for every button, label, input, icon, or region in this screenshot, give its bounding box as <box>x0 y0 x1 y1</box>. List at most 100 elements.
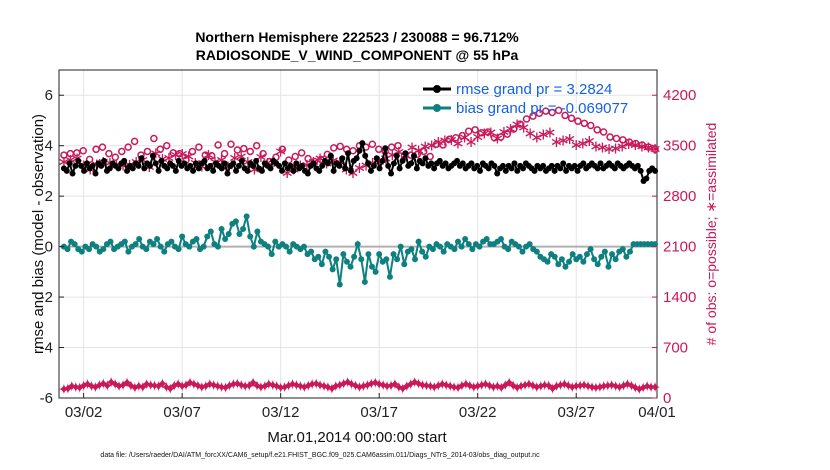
bias-point <box>250 243 257 250</box>
bias-point <box>136 236 143 243</box>
obs-count-point: ✦ <box>448 378 461 396</box>
rmse-point <box>138 155 145 162</box>
obs-possible-point <box>111 153 120 161</box>
obs-count-point: ✦ <box>337 375 350 393</box>
obs-possible-point <box>162 141 171 150</box>
bias-point <box>186 243 193 250</box>
left-tick-label: -2 <box>40 289 53 306</box>
bias-point <box>222 236 229 243</box>
rmse-point <box>419 160 426 167</box>
bias-point <box>300 243 307 250</box>
obs-count-point: ✦ <box>164 380 177 398</box>
bias-point <box>580 258 587 265</box>
bias-point <box>591 256 598 263</box>
obs-possible-point <box>304 154 312 163</box>
obs-count-point: ✦ <box>140 376 153 394</box>
bias-point <box>225 231 232 237</box>
rmse-point <box>390 160 397 167</box>
obs-assimilated-point: ∗ <box>405 138 418 157</box>
bias-point <box>412 256 419 263</box>
obs-possible-point <box>394 141 402 150</box>
rmse-point <box>221 160 228 167</box>
bias-point <box>390 251 397 258</box>
bias-point <box>365 251 372 258</box>
bias-point <box>601 248 608 255</box>
bias-point <box>372 268 379 275</box>
obs-count-point: ✦ <box>436 376 449 394</box>
rmse-point <box>557 165 564 172</box>
obs-count-point: ✦ <box>621 376 634 394</box>
right-tick-label: 0 <box>663 390 671 407</box>
rmse-point <box>345 150 352 157</box>
rmse-point <box>491 162 498 169</box>
rmse-point <box>370 162 377 169</box>
obs-possible-point <box>535 109 544 118</box>
rmse-point <box>164 165 171 172</box>
rmse-point <box>187 162 194 169</box>
obs-count-point: ✦ <box>534 378 547 396</box>
rmse-point <box>385 162 392 169</box>
obs-count-point: ✦ <box>637 379 650 397</box>
rmse-point <box>235 162 242 169</box>
rmse-point <box>634 162 641 169</box>
obs-count-point: ✦ <box>467 378 480 396</box>
obs-assimilated-point: ∗ <box>491 128 504 147</box>
rmse-point <box>474 162 481 169</box>
bias-point <box>340 251 347 258</box>
obs-count-point: ✦ <box>69 378 82 396</box>
rmse-point <box>422 155 429 162</box>
obs-possible-point <box>509 125 518 133</box>
obs-assimilated-point: ∗ <box>570 135 583 154</box>
bias-point <box>558 256 565 263</box>
obs-count-point: ✦ <box>381 378 394 396</box>
obs-count-point: ✦ <box>160 378 173 396</box>
rmse-point <box>436 157 443 164</box>
bias-point <box>175 246 182 253</box>
obs-count-point: ✦ <box>515 378 528 396</box>
obs-count-point: ✦ <box>452 379 465 397</box>
bias-point <box>326 253 333 260</box>
rmse-point <box>69 170 76 177</box>
obs-count-point: ✦ <box>416 376 429 394</box>
rmse-point <box>597 160 604 167</box>
obs-assimilated-point: ∗ <box>563 129 576 148</box>
left-axis-ticks: -6 -4 -2 0 2 4 6 <box>40 87 64 407</box>
bias-point <box>408 246 415 253</box>
rmse-point <box>81 167 88 174</box>
obs-count-point: ✦ <box>613 378 626 396</box>
obs-count-point: ✦ <box>444 378 457 396</box>
obs-assimilated-point: ∗ <box>57 152 70 171</box>
rmse-point <box>594 165 601 172</box>
rmse-point <box>520 165 527 172</box>
rmse-point <box>78 162 85 169</box>
obs-possible-point <box>638 141 646 149</box>
bias-point <box>204 233 211 240</box>
obs-count-point: ✦ <box>412 375 425 393</box>
rmse-point <box>287 162 294 169</box>
obs-count-point: ✦ <box>385 377 398 395</box>
rmse-point <box>494 170 501 177</box>
bias-point <box>437 243 444 250</box>
obs-assimilated-point: ∗ <box>530 128 543 147</box>
obs-assimilated-point: ∗ <box>432 132 445 151</box>
obs-count-point: ✦ <box>645 378 658 396</box>
obs-count-point: ✦ <box>542 377 555 395</box>
obs-possible-point <box>651 145 659 154</box>
rmse-point <box>367 167 374 174</box>
rmse-point <box>356 147 363 154</box>
obs-count-point: ✦ <box>373 376 386 394</box>
obs-possible-point <box>143 147 152 156</box>
obs-assimilated-point: ∗ <box>602 139 615 158</box>
obs-assimilated-point: ∗ <box>589 136 602 155</box>
bias-point <box>161 248 168 255</box>
rmse-point <box>92 170 99 177</box>
bias-point <box>308 248 315 255</box>
obs-count-point: ✦ <box>617 377 630 395</box>
obs-count-point: ✦ <box>377 376 390 394</box>
rmse-point <box>267 165 274 172</box>
obs-count-point: ✦ <box>609 378 622 396</box>
obs-possible-point <box>529 112 537 120</box>
obs-count-point: ✦ <box>180 376 193 394</box>
x-tick-label: 04/01 <box>638 404 676 421</box>
bias-point <box>179 233 186 240</box>
